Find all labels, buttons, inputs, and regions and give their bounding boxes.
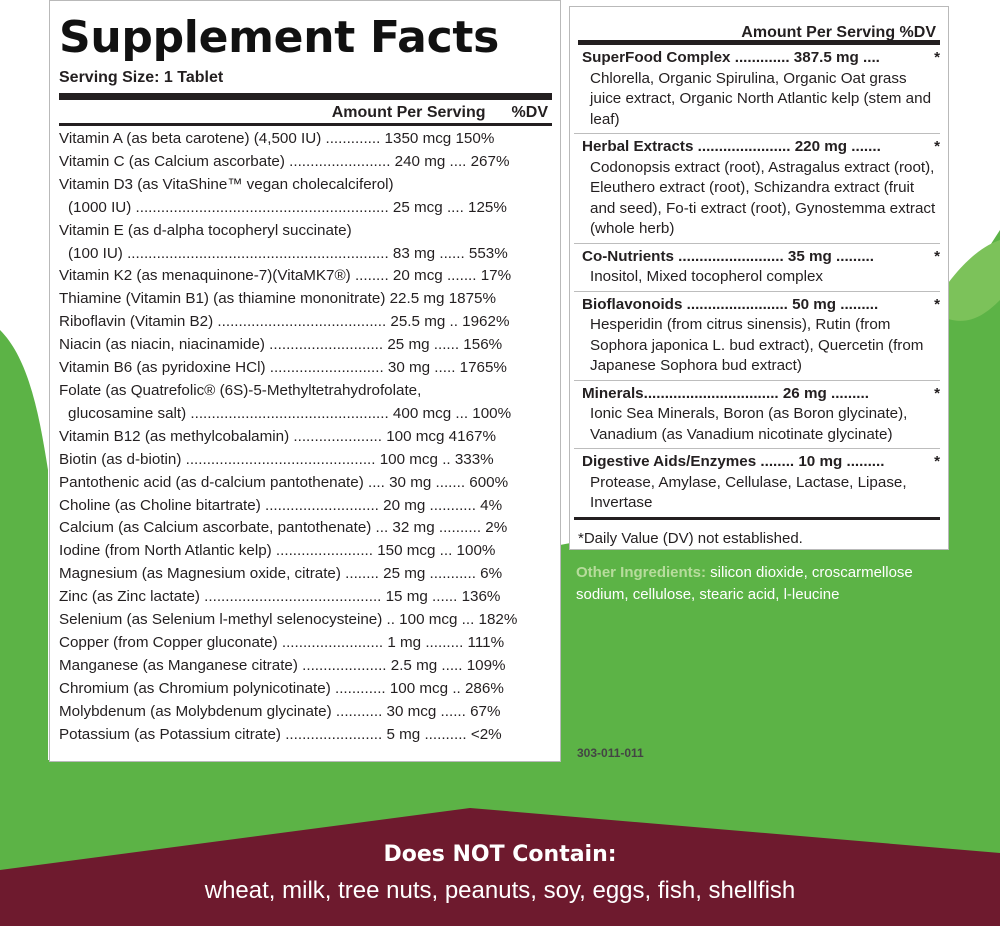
dv-footnote: *Daily Value (DV) not established.: [578, 529, 803, 547]
column-headers: Amount Per Serving %DV: [59, 100, 552, 126]
blend-title: Herbal Extracts ...................... 2…: [582, 137, 940, 158]
blend-name: Minerals................................…: [582, 384, 869, 402]
blend-group: Co-Nutrients ......................... 3…: [574, 244, 940, 292]
nutrient-row: Vitamin C (as Calcium ascorbate) .......…: [59, 152, 510, 170]
nutrient-row: Selenium (as Selenium l-methyl selenocys…: [59, 611, 518, 629]
blend-groups: SuperFood Complex ............. 387.5 mg…: [574, 45, 940, 520]
nutrient-row: Calcium (as Calcium ascorbate, pantothen…: [59, 519, 508, 537]
blend-title: SuperFood Complex ............. 387.5 mg…: [582, 48, 940, 69]
nutrient-row: Magnesium (as Magnesium oxide, citrate) …: [59, 565, 503, 583]
nutrient-row: Manganese (as Manganese citrate) .......…: [59, 656, 506, 674]
nutrient-row: Vitamin B6 (as pyridoxine HCl) .........…: [59, 359, 507, 377]
dv-header: %DV: [511, 104, 548, 121]
blend-title: Digestive Aids/Enzymes ........ 10 mg ..…: [582, 452, 940, 473]
nutrient-row: (100 IU) ...............................…: [68, 244, 508, 262]
nutrient-row: Choline (as Choline bitartrate) ........…: [59, 496, 503, 514]
nutrient-row: Zinc (as Zinc lactate) .................…: [59, 588, 501, 606]
does-not-contain-title: Does NOT Contain:: [383, 842, 617, 867]
other-ingredients: Other Ingredients: silicon dioxide, cros…: [576, 562, 956, 606]
nutrient-row: Potassium (as Potassium citrate) .......…: [59, 725, 502, 743]
blend-star: *: [934, 138, 940, 155]
nutrient-row: Vitamin B12 (as methylcobalamin) .......…: [59, 427, 496, 445]
blend-group: Minerals................................…: [574, 381, 940, 449]
nutrient-row: Molybdenum (as Molybdenum glycinate) ...…: [59, 702, 501, 720]
panel-title: Supplement Facts: [59, 12, 499, 63]
blend-group: SuperFood Complex ............. 387.5 mg…: [574, 45, 940, 134]
blend-group: Herbal Extracts ...................... 2…: [574, 134, 940, 244]
blend-star: *: [934, 247, 940, 265]
product-code: 303-011-011: [577, 746, 644, 760]
other-ingredients-text: silicon dioxide, croscarmellose sodium, …: [576, 564, 913, 603]
blend-title: Bioflavonoids ........................ 5…: [582, 295, 940, 316]
blends-header: Amount Per Serving %DV: [578, 7, 940, 45]
blend-name: SuperFood Complex ............. 387.5 mg…: [582, 49, 880, 66]
nutrient-row: Iodine (from North Atlantic kelp) ......…: [59, 542, 496, 560]
blends-panel: Amount Per Serving %DV SuperFood Complex…: [569, 6, 949, 550]
supplement-facts-panel: Supplement Facts Serving Size: 1 Tablet …: [49, 0, 561, 762]
blend-name: Digestive Aids/Enzymes ........ 10 mg ..…: [582, 453, 885, 470]
blend-ingredients: Hesperidin (from citrus sinensis), Rutin…: [590, 316, 924, 374]
nutrient-row: Folate (as Quatrefolic® (6S)-5-Methyltet…: [59, 381, 422, 399]
blend-name: Co-Nutrients ......................... 3…: [582, 247, 874, 265]
allergen-list: wheat, milk, tree nuts, peanuts, soy, eg…: [204, 877, 796, 904]
nutrient-row: Vitamin K2 (as menaquinone-7)(VitaMK7®) …: [59, 267, 512, 285]
maroon-band: [0, 808, 1000, 926]
blend-title: Co-Nutrients ......................... 3…: [582, 247, 940, 268]
blend-ingredients: Protease, Amylase, Cellulase, Lactase, L…: [590, 473, 907, 512]
nutrient-row: Riboflavin (Vitamin B2) ................…: [59, 313, 510, 331]
nutrient-row: Vitamin E (as d-alpha tocopheryl succina…: [59, 221, 352, 239]
nutrient-row: Chromium (as Chromium polynicotinate) ..…: [59, 679, 504, 697]
other-ingredients-label: Other Ingredients:: [576, 564, 707, 581]
blend-title: Minerals................................…: [582, 384, 940, 405]
nutrient-row: Biotin (as d-biotin) ...................…: [59, 450, 494, 468]
blend-star: *: [934, 453, 940, 470]
blend-ingredients: Codonopsis extract (root), Astragalus ex…: [590, 158, 936, 238]
blend-star: *: [934, 295, 940, 313]
amount-header: Amount Per Serving: [331, 104, 486, 121]
nutrient-row: Pantothenic acid (as d-calcium pantothen…: [59, 473, 509, 491]
nutrient-row: glucosamine salt) ......................…: [68, 404, 512, 422]
blend-ingredients: Chlorella, Organic Spirulina, Organic Oa…: [590, 69, 932, 128]
blend-ingredients: Inositol, Mixed tocopherol complex: [590, 268, 823, 285]
blend-name: Bioflavonoids ........................ 5…: [582, 295, 879, 313]
nutrient-list: Vitamin A (as beta carotene) (4,500 IU) …: [59, 126, 552, 746]
nutrient-row: Thiamine (Vitamin B1) (as thiamine monon…: [59, 290, 496, 308]
nutrient-row: Vitamin A (as beta carotene) (4,500 IU) …: [59, 130, 495, 147]
nutrient-row: Niacin (as niacin, niacinamide) ........…: [59, 336, 503, 354]
blend-name: Herbal Extracts ...................... 2…: [582, 138, 881, 155]
blend-star: *: [934, 384, 940, 402]
serving-size: Serving Size: 1 Tablet: [59, 69, 552, 100]
blend-group: Bioflavonoids ........................ 5…: [574, 292, 940, 381]
blend-ingredients: Ionic Sea Minerals, Boron (as Boron glyc…: [590, 405, 908, 443]
blend-star: *: [934, 49, 940, 66]
nutrient-row: Vitamin D3 (as VitaShine™ vegan cholecal…: [59, 175, 394, 193]
blend-group: Digestive Aids/Enzymes ........ 10 mg ..…: [574, 449, 940, 520]
nutrient-row: (1000 IU) ..............................…: [68, 198, 507, 216]
nutrient-row: Copper (from Copper gluconate) .........…: [59, 633, 505, 651]
